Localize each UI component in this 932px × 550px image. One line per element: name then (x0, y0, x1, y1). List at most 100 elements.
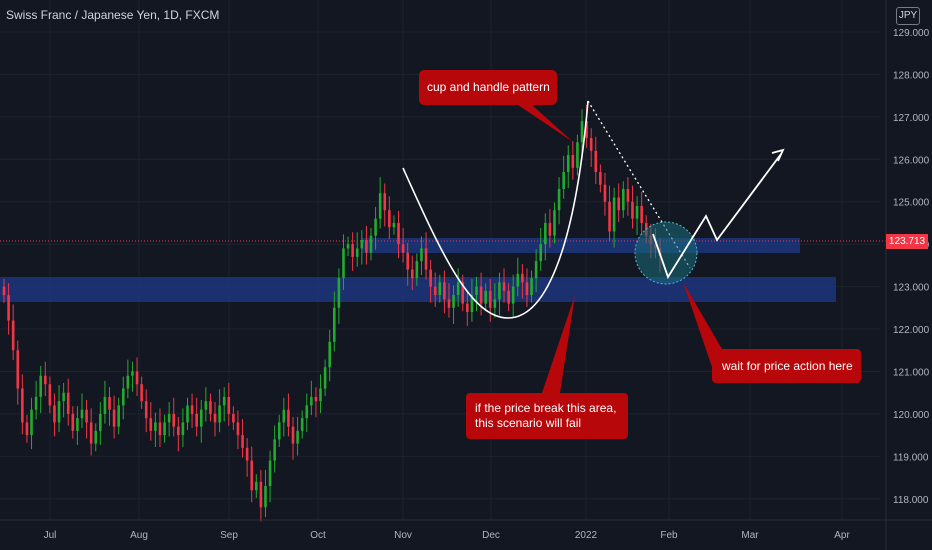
time-tick-label: Oct (310, 530, 326, 541)
candle-body (521, 273, 524, 283)
price-tick-label: 119.000 (893, 452, 929, 463)
candle-body (608, 201, 611, 232)
time-axis[interactable]: Jul Aug Sep Oct Nov Dec 2022 Feb Mar Apr (0, 519, 932, 541)
candle-body (470, 295, 474, 313)
candle-body (360, 239, 364, 249)
candle-body (475, 286, 478, 296)
candle-body (149, 418, 153, 431)
candle-body (259, 481, 263, 508)
candle-body (447, 299, 451, 308)
candle-body (121, 388, 125, 406)
candle-body (135, 371, 139, 385)
candle-body (218, 405, 221, 423)
candle-body (438, 282, 442, 296)
time-tick-label: Apr (834, 530, 850, 541)
candle-body (589, 138, 593, 151)
candle-body (89, 422, 93, 444)
time-tick-label: Aug (130, 530, 148, 541)
candle-body (154, 422, 157, 431)
candle-body (374, 218, 377, 236)
candle-body (415, 261, 419, 279)
candle-body (25, 422, 29, 436)
candle-body (562, 172, 565, 189)
price-tick-label: 125.000 (893, 198, 930, 209)
candle-body (516, 273, 520, 287)
candle-body (232, 413, 235, 423)
candle-body (388, 210, 391, 228)
candle-body (488, 290, 492, 308)
candle-body (103, 396, 107, 414)
candle-body (94, 430, 98, 444)
current-price-tag: 123.713 (886, 234, 928, 249)
candle-body (250, 460, 254, 491)
price-tick-label: 122.000 (893, 325, 930, 336)
candle-body (337, 278, 341, 308)
candle-body (548, 222, 552, 236)
candle-body (167, 413, 171, 423)
candle-body (39, 375, 42, 397)
candle-body (410, 269, 414, 279)
candle-body (443, 282, 446, 300)
price-tick-label: 118.000 (893, 495, 929, 506)
candle-body (557, 188, 561, 211)
resistance-zone (362, 238, 800, 253)
candle-body (34, 396, 38, 410)
candle-body (273, 439, 276, 461)
candle-body (245, 447, 249, 461)
candle-body (11, 320, 15, 351)
candle-body (539, 244, 543, 262)
time-tick-label: Sep (220, 530, 238, 541)
candle-body (378, 193, 382, 219)
candle-body (310, 396, 313, 406)
candle-body (181, 422, 185, 436)
candle-body (369, 235, 373, 253)
candle-body (424, 248, 428, 270)
candle-body (553, 210, 556, 236)
entry-circle (634, 221, 698, 285)
candle-body (204, 401, 208, 410)
currency-button[interactable]: JPY (896, 7, 920, 25)
candle-body (213, 413, 217, 423)
candle-body (268, 460, 272, 487)
candle-body (282, 409, 286, 423)
candle-body (401, 244, 405, 253)
candle-body (319, 388, 322, 402)
candle-body (452, 295, 455, 308)
candle-body (53, 405, 56, 423)
candle-body (99, 413, 102, 431)
candle-body (466, 303, 469, 313)
candle-body (635, 205, 639, 219)
candle-body (241, 435, 244, 448)
time-tick-label: Nov (394, 530, 412, 541)
candle-body (433, 286, 437, 296)
candle-body (365, 239, 368, 253)
candle-body (612, 197, 616, 232)
candle-body (71, 413, 75, 431)
candle-body (617, 197, 621, 211)
candle-body (332, 307, 336, 342)
projection-arrow-icon (771, 148, 785, 162)
candle-body (507, 290, 510, 304)
candle-body (300, 418, 304, 431)
candle-body (80, 409, 84, 419)
candle-body (484, 290, 487, 304)
candle-body (305, 405, 309, 419)
candle-body (355, 248, 359, 257)
candle-body (277, 422, 281, 440)
candle-body (158, 422, 162, 436)
candle-body (7, 295, 10, 321)
price-tick-label: 121.000 (893, 367, 930, 378)
candle-body (140, 384, 143, 402)
candle-body (2, 286, 6, 296)
candle-body (222, 396, 226, 406)
candle-body (429, 269, 432, 287)
time-tick-label: Feb (660, 530, 678, 541)
candle-body (580, 121, 584, 143)
cup-callout (419, 70, 573, 142)
candle-body (190, 405, 194, 414)
candle-body (112, 409, 116, 427)
time-tick-label: Jul (44, 530, 57, 541)
candle-body (456, 282, 460, 296)
